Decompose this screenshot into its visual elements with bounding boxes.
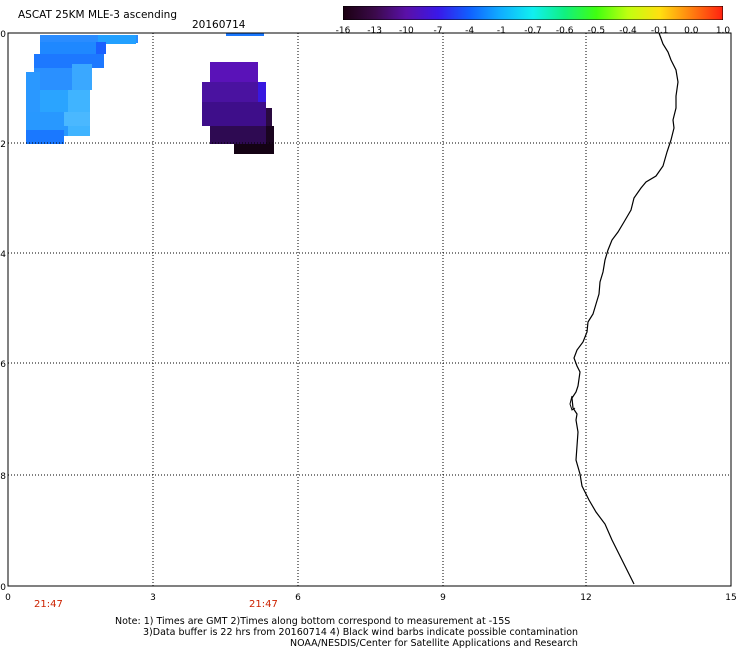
wind-cell [40, 90, 68, 112]
wind-cell [234, 144, 274, 154]
wind-cell [40, 35, 138, 43]
note-line-1: Note: 1) Times are GMT 2)Times along bot… [115, 616, 511, 627]
colorbar-gradient [343, 6, 723, 20]
colorbar-tick-label: -7 [433, 26, 443, 36]
wind-data-patch-west [26, 35, 138, 144]
longitude-label: 6 [295, 593, 301, 603]
colorbar [343, 6, 723, 20]
wind-cell [64, 112, 90, 126]
wind-cell [226, 33, 264, 36]
longitude-label: 0 [5, 593, 11, 603]
latitude-label: -14 [0, 250, 6, 260]
wind-data-patch-east [202, 62, 274, 154]
colorbar-tick-label: -13 [367, 26, 383, 36]
latitude-label: -18 [0, 472, 6, 482]
colorbar-tick-label: 0.0 [684, 26, 699, 36]
colorbar-tick-label: -0.4 [619, 26, 637, 36]
latitude-label: -20 [0, 583, 6, 593]
colorbar-tick-label: -10 [398, 26, 414, 36]
colorbar-tick-label: -0.7 [524, 26, 542, 36]
wind-cell [98, 35, 136, 44]
map-date: 20160714 [192, 19, 246, 31]
latitude-label: -12 [0, 140, 6, 150]
wind-cell [34, 68, 72, 90]
map-title: ASCAT 25KM MLE-3 ascending [18, 9, 177, 21]
time-label-left: 21:47 [34, 599, 63, 610]
longitude-label: 3 [150, 593, 156, 603]
longitude-label: 9 [440, 593, 446, 603]
longitude-label: 12 [580, 593, 591, 603]
wind-cell [202, 82, 258, 102]
wind-cell [266, 108, 272, 126]
longitude-label: 15 [725, 593, 736, 603]
wind-cell [26, 130, 64, 144]
wind-cell [210, 126, 266, 144]
wind-cell [72, 64, 92, 90]
wind-cell [266, 126, 274, 146]
wind-cell [34, 54, 104, 68]
wind-cell [258, 82, 266, 102]
colorbar-tick-label: -4 [465, 26, 475, 36]
wind-cell [26, 72, 40, 112]
colorbar-tick-label: -0.6 [555, 26, 574, 36]
colorbar-tick-label: -1 [496, 26, 506, 36]
colorbar-tick-label: -0.1 [650, 26, 669, 36]
coastline-bay [569, 395, 576, 411]
colorbar-labels: -16 -13 -10 -7 -4 -1 -0.7 -0.6 -0.5 -0.4 -0.1 0.0 1.… [336, 26, 736, 38]
note-line-3: NOAA/NESDIS/Center for Satellite Applica… [290, 638, 578, 649]
coastline [571, 32, 679, 585]
wind-cell [40, 42, 96, 54]
note-line-2: 3)Data buffer is 22 hrs from 20160714 4)… [143, 627, 579, 638]
wind-cell [202, 102, 266, 126]
map-frame [7, 32, 732, 587]
wind-cell [96, 42, 106, 54]
colorbar-tick-label: -0.5 [587, 26, 606, 36]
wind-cell [210, 62, 258, 82]
colorbar-tick-label: 1.0 [715, 26, 731, 36]
latitude-label: -10 [0, 30, 6, 40]
time-label-right: 21:47 [249, 599, 278, 610]
latitude-label: -16 [0, 360, 6, 370]
lat-lon-grid [8, 33, 731, 586]
colorbar-tick-label: -16 [335, 26, 351, 36]
